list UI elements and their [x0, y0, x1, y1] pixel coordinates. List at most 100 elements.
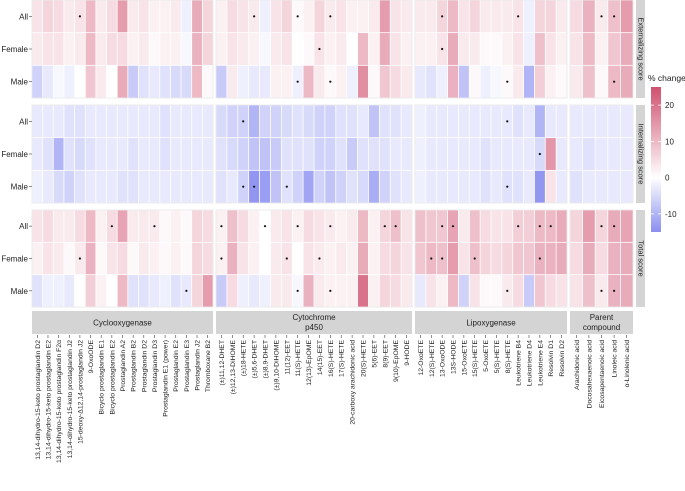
heatmap-cell — [556, 65, 567, 98]
heatmap-cell — [469, 170, 480, 203]
significance-dot — [517, 225, 520, 228]
heatmap-cell — [368, 210, 379, 242]
heatmap-cell — [401, 138, 412, 170]
heatmap-cell — [347, 242, 358, 275]
facet-label: Internalizing score — [637, 124, 646, 185]
heatmap-cell — [106, 0, 117, 33]
heatmap-cell — [523, 65, 535, 98]
heatmap-cell — [608, 138, 620, 170]
heatmap-cell — [347, 65, 358, 98]
heatmap-cell — [149, 242, 160, 275]
heatmap-cell — [437, 65, 448, 98]
heatmap-cell — [347, 170, 358, 203]
heatmap-cell — [608, 33, 620, 65]
facet-label: Total score — [637, 240, 646, 276]
heatmap-cell — [491, 33, 502, 65]
heatmap-cell — [325, 138, 336, 170]
heatmap-cell — [303, 242, 314, 275]
heatmap-cell — [259, 275, 271, 307]
significance-dot — [318, 257, 321, 260]
heatmap-cell — [314, 138, 325, 170]
heatmap-cell — [447, 65, 459, 98]
heatmap-cell — [281, 210, 292, 242]
heatmap-cell — [314, 275, 325, 307]
heatmap-cell — [128, 0, 139, 33]
compound-label: Prostaglandin E1 (power) — [163, 340, 170, 417]
heatmap-cell — [447, 0, 459, 33]
row-label: All — [19, 117, 28, 126]
heatmap-cell — [303, 0, 314, 33]
compound-label: (±)18-HETE — [241, 340, 248, 377]
heatmap-cell — [480, 0, 491, 33]
heatmap-cell — [480, 242, 491, 275]
significance-dot — [538, 152, 541, 156]
heatmap-cell — [401, 105, 412, 138]
heatmap-cell — [491, 242, 502, 275]
heatmap-cell — [216, 0, 227, 33]
heatmap-cell — [270, 275, 281, 307]
heatmap-cell — [347, 138, 358, 170]
heatmap-cell — [32, 170, 43, 203]
heatmap-cell — [390, 65, 401, 98]
significance-dot — [253, 185, 256, 188]
heatmap-cell — [357, 210, 369, 242]
heatmap-cell — [426, 33, 437, 65]
heatmap-cell — [401, 170, 412, 203]
heatmap-cell — [368, 138, 379, 170]
compound-label: Prostaglandin E2 — [173, 340, 180, 392]
heatmap-cell — [85, 242, 96, 275]
heatmap-cell — [491, 105, 502, 138]
heatmap-cell — [556, 242, 567, 275]
compound-label: 17(S)-HETE — [339, 340, 346, 377]
compound-label: Prostaglandin B2 — [131, 340, 138, 392]
heatmap-cell — [202, 0, 213, 33]
heatmap-cell — [390, 242, 401, 275]
heatmap-cell — [249, 242, 260, 275]
heatmap-cell — [447, 33, 459, 65]
heatmap-cell — [138, 170, 149, 203]
heatmap-cell — [545, 170, 556, 203]
heatmap-cell — [556, 138, 567, 170]
compound-label: (±)9,10-DiHOME — [273, 340, 280, 391]
heatmap-cell — [357, 138, 369, 170]
heatmap-cell — [170, 0, 181, 33]
compound-label: Bicyclo prostaglandin E1 — [99, 340, 106, 415]
heatmap-cell — [138, 138, 149, 170]
heatmap-cell — [227, 170, 238, 203]
heatmap-cell — [458, 105, 469, 138]
heatmap-cell — [583, 105, 595, 138]
heatmap-cell — [181, 210, 192, 242]
heatmap-cell — [74, 138, 85, 170]
significance-dot — [517, 15, 520, 18]
significance-dot — [153, 225, 156, 228]
significance-dot — [506, 185, 509, 188]
compound-label: 15-OxoETE — [461, 340, 468, 376]
heatmap-cell — [556, 33, 567, 65]
significance-dot — [220, 257, 223, 260]
row-label: Male — [11, 287, 29, 296]
heatmap-cell — [128, 242, 139, 275]
heatmap-cell — [170, 65, 181, 98]
heatmap-cell — [192, 210, 202, 242]
heatmap-cell — [556, 275, 567, 307]
heatmap-cell — [357, 170, 369, 203]
significance-dot — [600, 289, 603, 292]
heatmap-cell — [336, 275, 347, 307]
heatmap-cell — [53, 170, 64, 203]
heatmap-cell — [314, 210, 325, 242]
heatmap-cell — [43, 210, 53, 242]
heatmap-cell — [523, 242, 535, 275]
significance-dot — [110, 225, 113, 228]
heatmap-cell — [469, 275, 480, 307]
heatmap-cell — [74, 170, 85, 203]
heatmap-cell — [379, 65, 390, 98]
heatmap-cell — [117, 0, 128, 33]
heatmap-cell — [216, 170, 227, 203]
heatmap-cell — [281, 65, 292, 98]
heatmap-cell — [270, 210, 281, 242]
heatmap-cell — [480, 170, 491, 203]
compound-label: 13,14-dihydro-15-keto prostaglandin E2 — [45, 340, 52, 460]
heatmap-cell — [170, 170, 181, 203]
heatmap-cell — [303, 170, 314, 203]
heatmap-cell — [227, 105, 238, 138]
